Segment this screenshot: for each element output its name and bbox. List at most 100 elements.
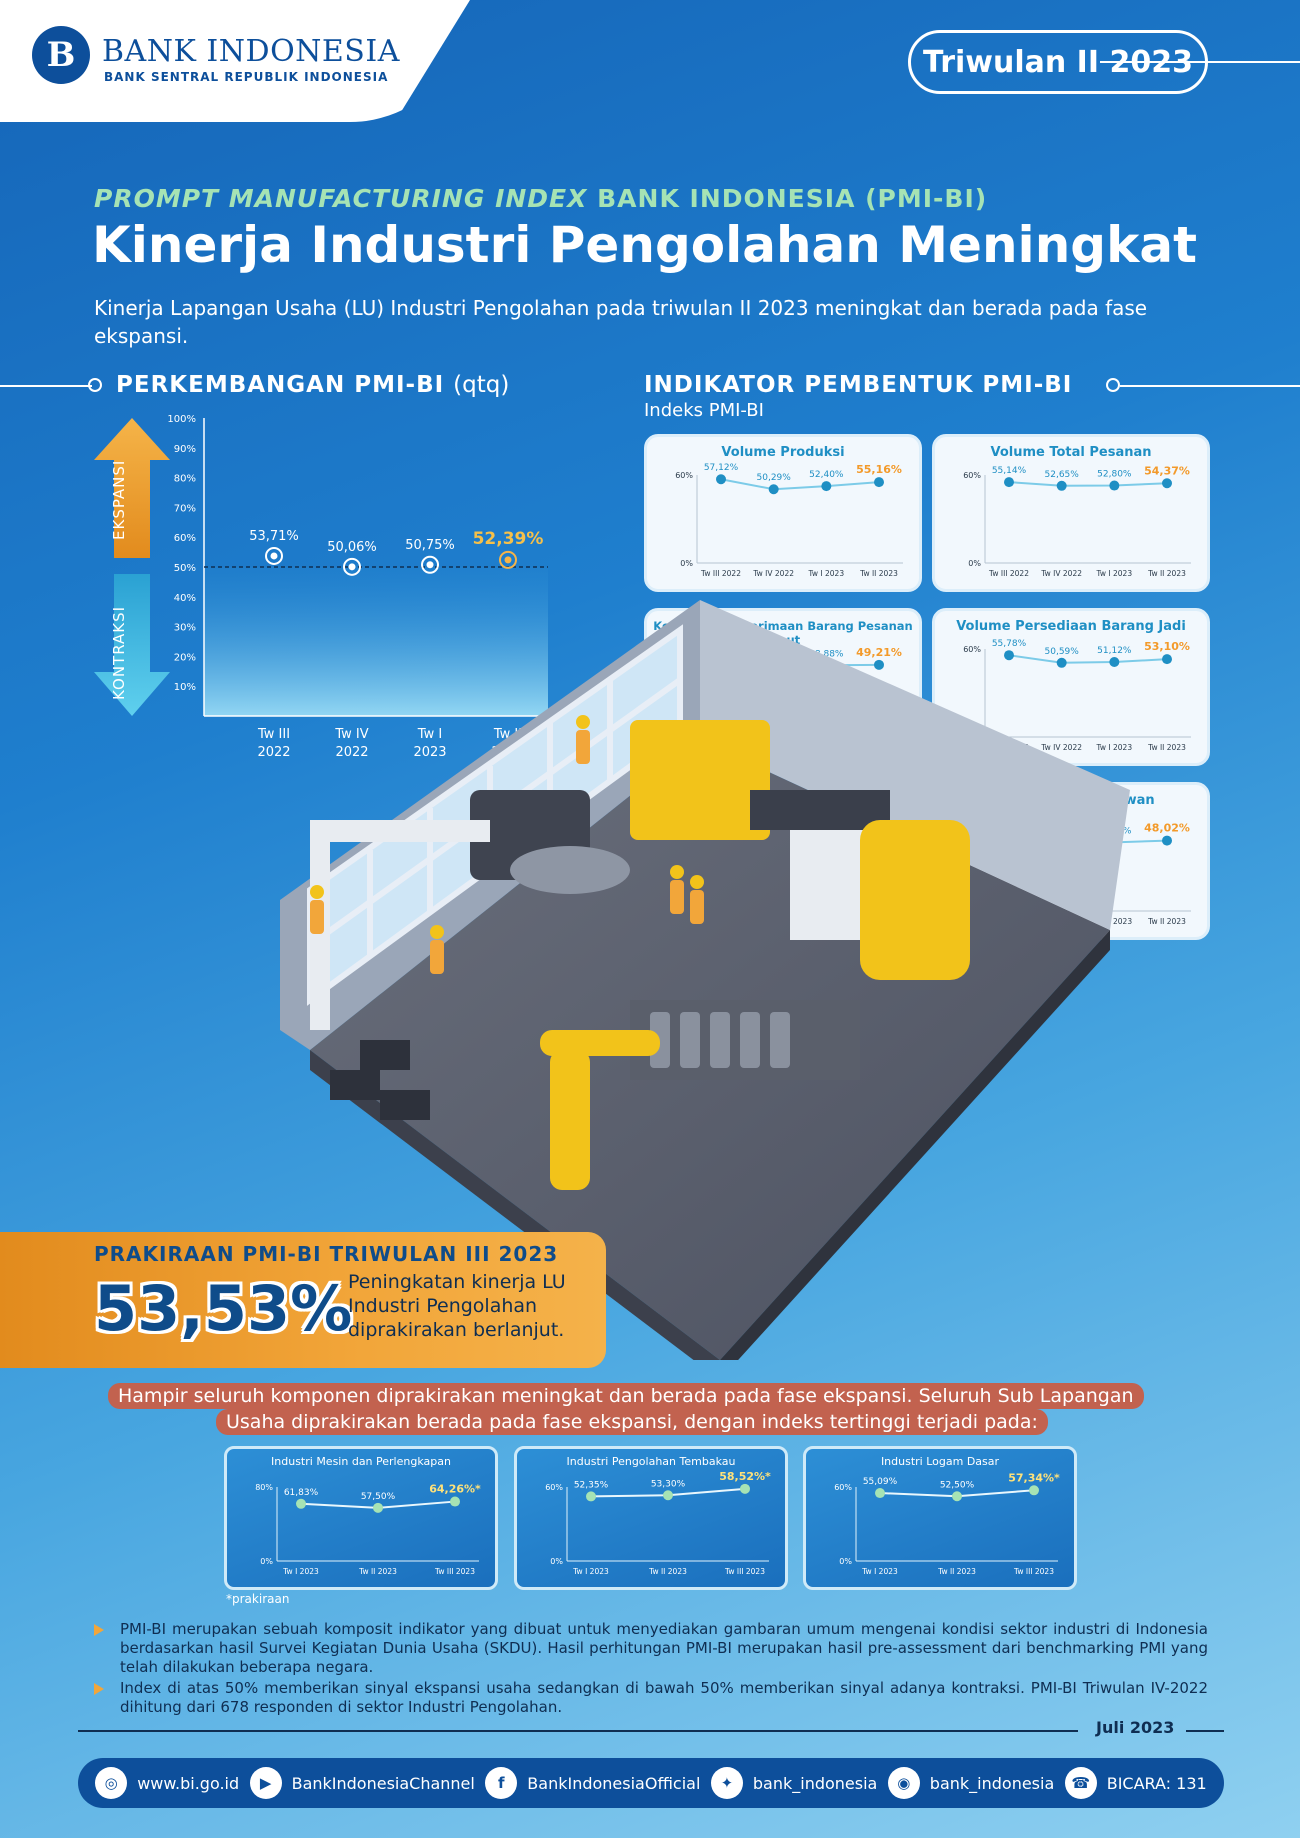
x-tick-label: Tw III 2022 bbox=[988, 569, 1029, 578]
y-tick-label: 0% bbox=[680, 559, 693, 568]
series-line bbox=[720, 478, 880, 491]
x-tick-label: Tw III bbox=[257, 727, 290, 742]
y-tick-label: 60% bbox=[963, 645, 981, 654]
brand-name: BANK INDONESIA bbox=[102, 34, 400, 69]
data-label: 58,52%* bbox=[719, 1470, 771, 1483]
x-tick-label: Tw IV 2022 bbox=[1040, 743, 1082, 752]
lede-text: Kinerja Lapangan Usaha (LU) Industri Pen… bbox=[94, 296, 1148, 348]
x-tick-label: Tw I 2023 bbox=[861, 1567, 898, 1576]
forecast-panel bbox=[0, 1232, 606, 1368]
y-tick-label: 30% bbox=[174, 623, 196, 634]
kicker: PROMPT MANUFACTURING INDEX BANK INDONESI… bbox=[94, 184, 987, 213]
data-point bbox=[1162, 478, 1172, 489]
y-tick-label: 50% bbox=[174, 563, 196, 574]
data-label: 55,14% bbox=[992, 466, 1027, 476]
section-dot-left bbox=[88, 378, 102, 392]
factory-illustration bbox=[280, 600, 1130, 1360]
y-tick-label: 60% bbox=[675, 471, 693, 480]
data-label: 50,06% bbox=[327, 540, 377, 555]
main-section-title-text: PERKEMBANGAN PMI-BI bbox=[116, 372, 445, 398]
data-point bbox=[1109, 657, 1120, 668]
subsector-title: Industri Pengolahan Tembakau bbox=[566, 1455, 736, 1468]
data-label: 53,10% bbox=[1144, 640, 1190, 653]
data-point bbox=[348, 563, 356, 571]
social-link-twitter[interactable]: ✦ bank_indonesia bbox=[710, 1767, 877, 1799]
indicator-card-volume-total-pesanan: 60% 0% 55,14% Tw III 2022 52,65% Tw IV 2022 52… bbox=[932, 434, 1210, 592]
bank-logo-icon: B bbox=[32, 26, 90, 84]
social-link-website[interactable]: ◎ www.bi.go.id bbox=[95, 1767, 239, 1799]
strip-line-1: Hampir seluruh komponen diprakirakan men… bbox=[108, 1383, 1144, 1409]
data-label: 54,37% bbox=[1144, 464, 1190, 477]
factory-wall-right bbox=[700, 600, 1130, 930]
y-tick-label: 80% bbox=[255, 1483, 273, 1492]
data-label: 52,65% bbox=[1045, 470, 1080, 480]
contraction-arrow-icon bbox=[94, 574, 170, 716]
kicker-rest: BANK INDONESIA (PMI-BI) bbox=[597, 184, 988, 213]
y-tick-label: 0% bbox=[839, 1557, 852, 1566]
data-point-ring bbox=[421, 555, 439, 574]
social-label: BankIndonesiaOfficial bbox=[527, 1773, 701, 1793]
x-tick-label: Tw II 2023 bbox=[859, 569, 898, 578]
data-point bbox=[1162, 835, 1172, 846]
y-tick-label: 80% bbox=[174, 474, 196, 485]
data-point-ring bbox=[499, 550, 517, 569]
y-tick-label: 0% bbox=[260, 1557, 273, 1566]
card-title: Volume Persediaan Barang Jadi bbox=[956, 619, 1186, 634]
social-label: bank_indonesia bbox=[929, 1773, 1055, 1793]
social-link-instagram[interactable]: ◉ bank_indonesia bbox=[887, 1767, 1055, 1799]
phase-arrows bbox=[94, 418, 170, 716]
x-tick-label: Tw IV 2022 bbox=[1040, 569, 1082, 578]
x-tick-label: Tw II 2023 bbox=[358, 1567, 397, 1576]
date-rule bbox=[78, 1730, 1078, 1732]
data-point bbox=[586, 1491, 596, 1502]
period-badge: Triwulan II 2023 bbox=[908, 30, 1208, 94]
expansion-label: EKSPANSI bbox=[110, 459, 128, 540]
x-tick-label: Tw III 2023 bbox=[434, 1567, 475, 1576]
data-point bbox=[663, 1490, 673, 1501]
series-line bbox=[1008, 654, 1168, 664]
indicators-section-title: INDIKATOR PEMBENTUK PMI-BI bbox=[644, 372, 1073, 398]
data-label: 49,21% bbox=[856, 646, 902, 659]
forecast-text: Peningkatan kinerja LU Industri Pengolah… bbox=[348, 1271, 566, 1341]
main-section-suffix: (qtq) bbox=[453, 372, 510, 398]
x-tick-label: Tw II 2023 bbox=[1147, 569, 1186, 578]
y-tick-label: 60% bbox=[963, 471, 981, 480]
data-label: 52,80% bbox=[1097, 470, 1132, 480]
data-label: 57,34%* bbox=[1008, 1471, 1060, 1484]
subsector-chart: 60% 0% 55,09% Tw I 2023 52,50% Tw II 2023 57,3… bbox=[834, 1471, 1060, 1576]
data-point bbox=[768, 484, 779, 495]
data-point bbox=[1109, 480, 1120, 491]
forecast-footnote: *prakiraan bbox=[226, 1592, 290, 1606]
data-label: 53,71% bbox=[249, 529, 299, 544]
subsector-card-logam: 60% 0% 55,09% Tw I 2023 52,50% Tw II 2023 57,3… bbox=[803, 1446, 1077, 1590]
data-label: 51,12% bbox=[1097, 646, 1132, 656]
x-tick-label: Tw IV bbox=[334, 727, 368, 742]
social-link-bicara[interactable]: ☎ BICARA: 131 bbox=[1064, 1767, 1207, 1799]
note-item: PMI-BI merupakan sebuah komposit indikat… bbox=[94, 1620, 1208, 1677]
x-tick-label: Tw III 2023 bbox=[1013, 1567, 1054, 1576]
social-link-facebook[interactable]: f BankIndonesiaOfficial bbox=[485, 1767, 700, 1799]
data-point bbox=[1029, 1485, 1039, 1496]
brand-subtitle: BANK SENTRAL REPUBLIK INDONESIA bbox=[104, 70, 389, 84]
lathe-machine bbox=[630, 720, 770, 840]
x-tick-label: Tw II 2023 bbox=[937, 1567, 976, 1576]
x-tick-label: Tw I 2023 bbox=[1096, 569, 1133, 578]
x-tick-label: Tw III 2022 bbox=[700, 569, 741, 578]
data-point bbox=[426, 561, 434, 569]
expansion-arrow-icon bbox=[94, 418, 170, 558]
data-point bbox=[270, 552, 278, 560]
data-point bbox=[952, 1491, 962, 1502]
publish-date: Juli 2023 bbox=[1096, 1718, 1175, 1737]
data-label: 48,02% bbox=[1144, 822, 1190, 835]
social-link-youtube[interactable]: ▶ BankIndonesiaChannel bbox=[249, 1767, 475, 1799]
data-label: 53,30% bbox=[651, 1479, 686, 1489]
data-label: 64,26%* bbox=[429, 1483, 481, 1496]
section-dot-right bbox=[1106, 378, 1120, 392]
section-rule-right bbox=[1120, 385, 1300, 387]
note-item: Index di atas 50% memberikan sinyal eksp… bbox=[94, 1679, 1208, 1717]
data-point bbox=[373, 1502, 383, 1513]
subsector-chart: 80% 0% 61,83% Tw I 2023 57,50% Tw II 2023 64,2… bbox=[255, 1483, 481, 1576]
data-point bbox=[875, 1488, 885, 1499]
globe-icon: ◎ bbox=[95, 1767, 128, 1799]
mini-chart: 60% 0% 57,12% Tw III 2022 50,29% Tw IV 2022 52… bbox=[675, 463, 903, 578]
